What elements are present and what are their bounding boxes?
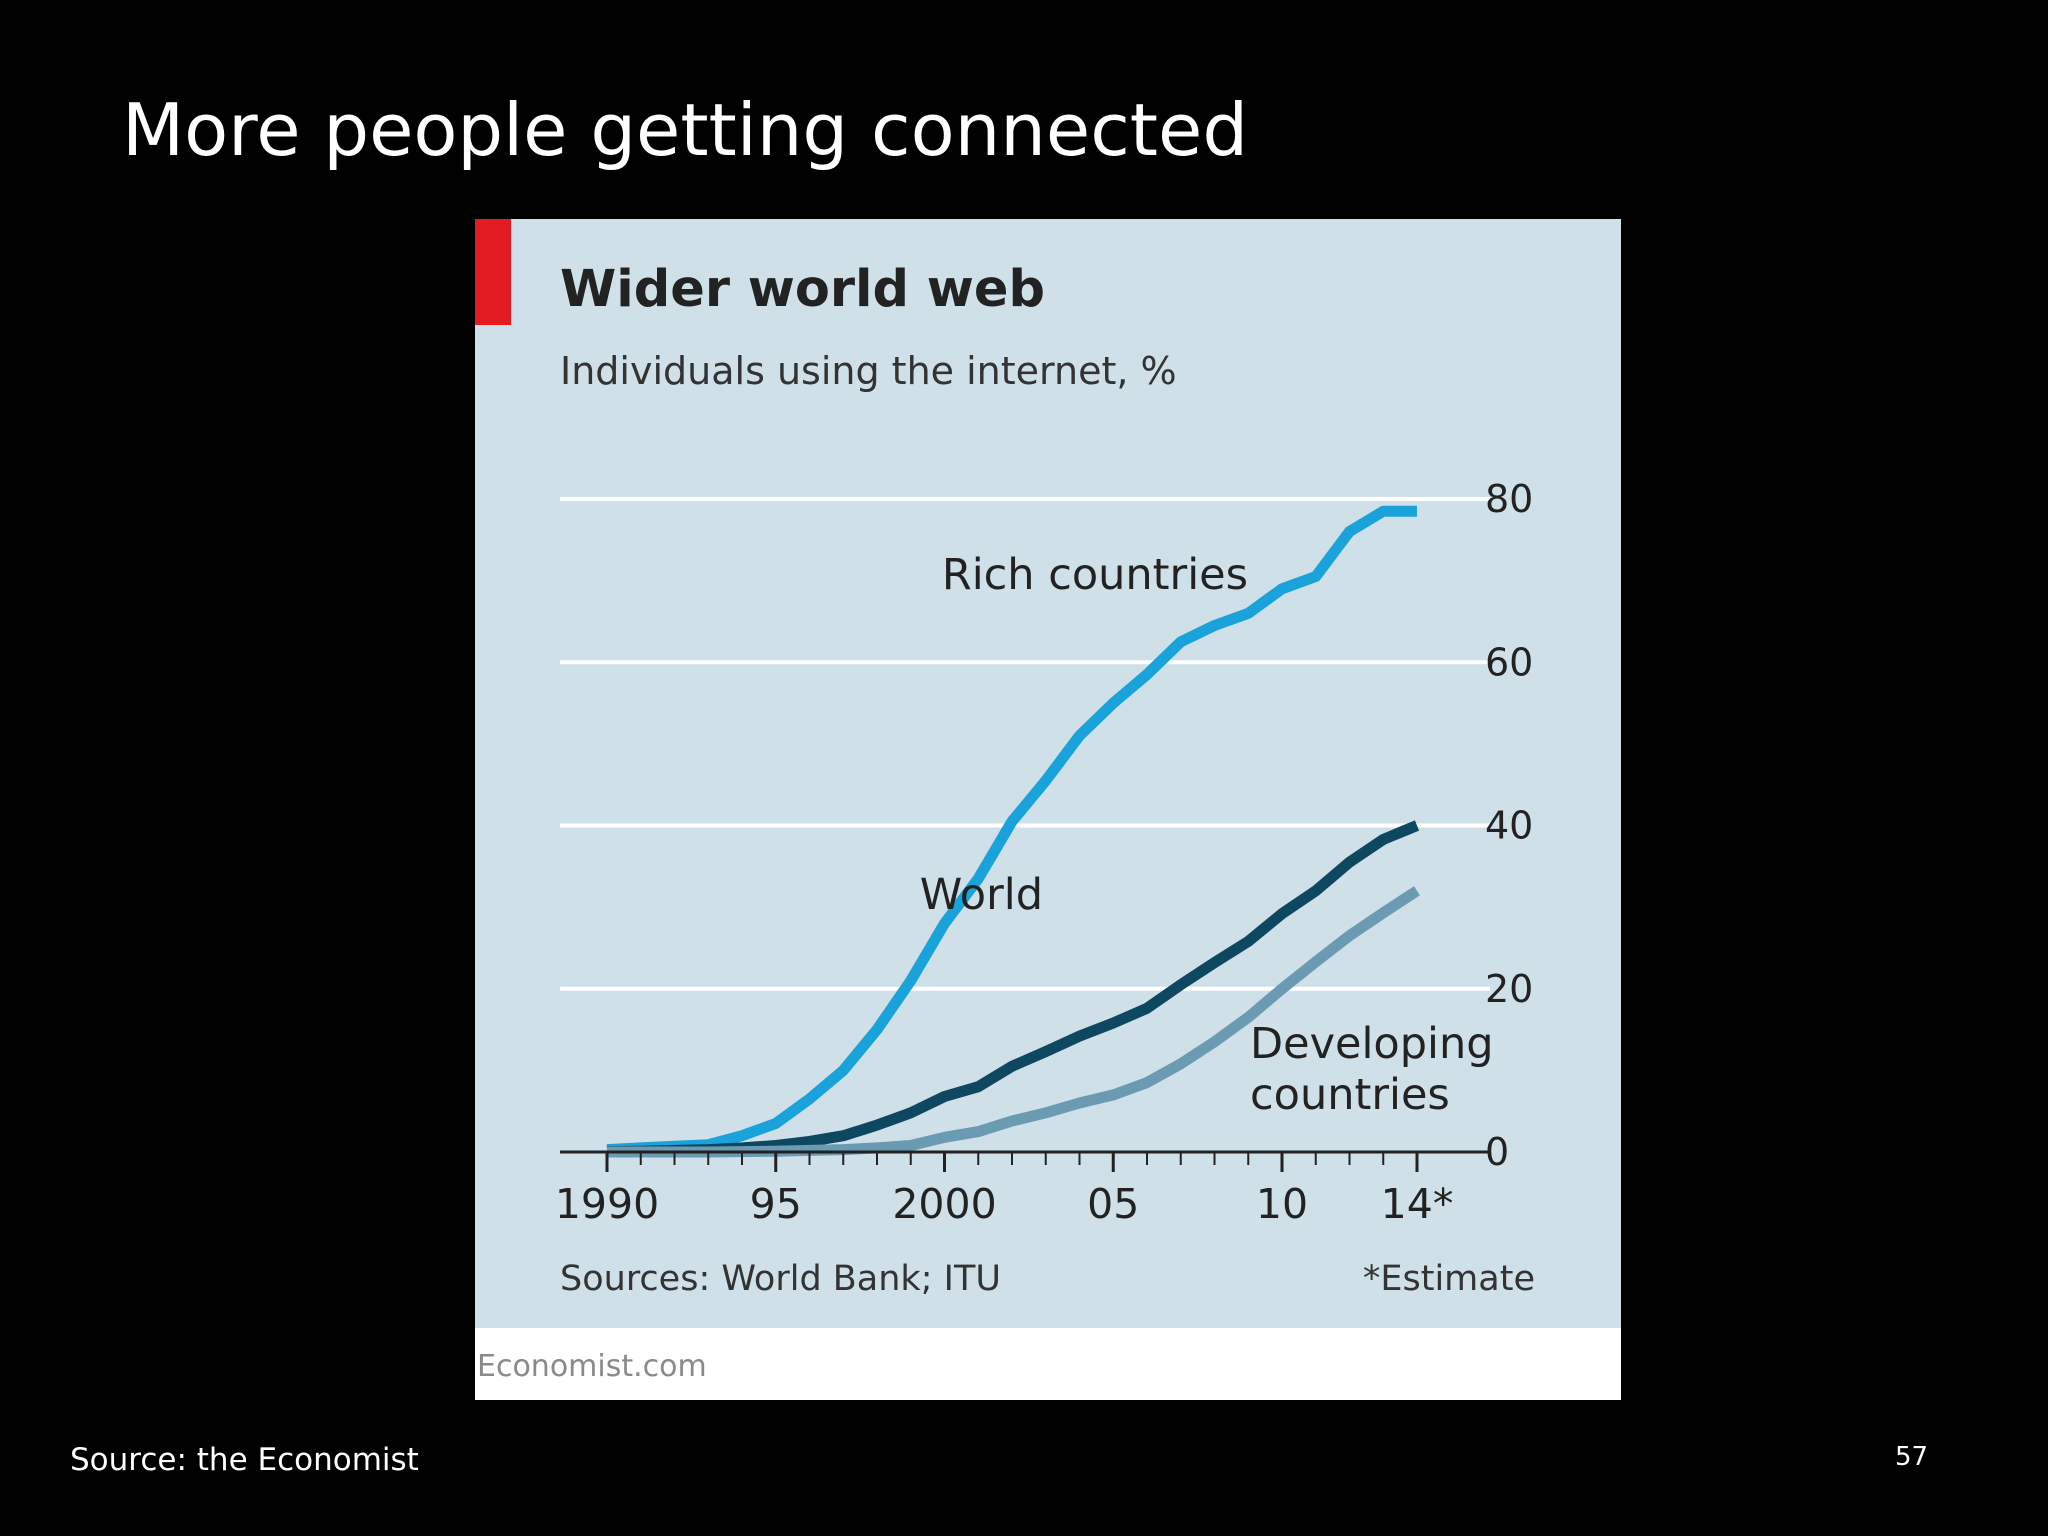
x-tick-label: 2000 xyxy=(892,1180,996,1228)
chart-title: Wider world web xyxy=(560,260,1045,319)
y-tick-label: 20 xyxy=(1485,967,1533,1011)
footer-source: Source: the Economist xyxy=(70,1442,419,1478)
chart-subtitle: Individuals using the internet, % xyxy=(560,349,1177,393)
slide-title: More people getting connected xyxy=(122,88,1249,172)
line-chart: Wider world web Individuals using the in… xyxy=(475,219,1621,1400)
y-tick-label: 40 xyxy=(1485,804,1533,848)
estimate-footnote: *Estimate xyxy=(1363,1259,1535,1299)
x-axis xyxy=(560,1150,1490,1172)
x-axis-labels: 1990 95 2000 05 10 14* xyxy=(555,1180,1454,1228)
gridlines xyxy=(560,497,1490,991)
y-tick-label: 80 xyxy=(1485,477,1533,521)
x-tick-label: 14* xyxy=(1381,1180,1454,1228)
series-label: World xyxy=(920,870,1043,920)
chart-card: Wider world web Individuals using the in… xyxy=(475,219,1621,1400)
brand-label: Economist.com xyxy=(477,1349,707,1384)
x-tick-label: 05 xyxy=(1087,1180,1139,1228)
series-line-0 xyxy=(606,505,1417,1156)
series-label: countries xyxy=(1250,1070,1450,1120)
accent-bar xyxy=(475,219,511,325)
series-label: Developing xyxy=(1250,1019,1494,1069)
brand-strip xyxy=(475,1328,1621,1400)
x-tick-label: 10 xyxy=(1256,1180,1308,1228)
page-number: 57 xyxy=(1895,1442,1929,1472)
series-label: Rich countries xyxy=(942,550,1248,600)
y-tick-label: 60 xyxy=(1485,640,1533,684)
sources-note: Sources: World Bank; ITU xyxy=(560,1259,1001,1299)
x-tick-label: 1990 xyxy=(555,1180,659,1228)
x-tick-label: 95 xyxy=(750,1180,802,1228)
